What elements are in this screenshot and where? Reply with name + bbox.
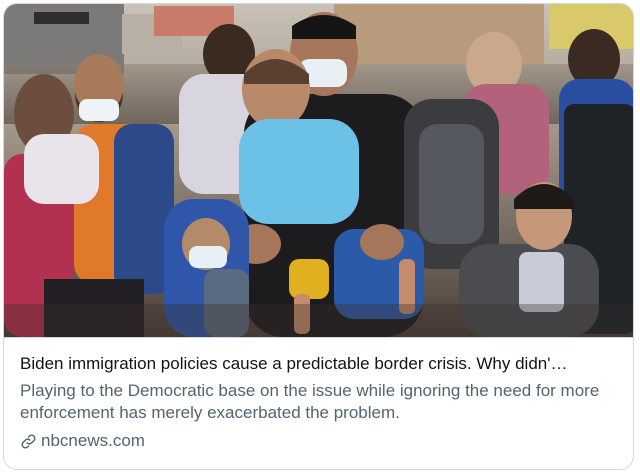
article-photo[interactable] [4, 4, 633, 338]
card-source[interactable]: nbcnews.com [20, 430, 619, 452]
link-preview-card[interactable]: Biden immigration policies cause a predi… [3, 3, 634, 470]
source-domain[interactable]: nbcnews.com [41, 431, 145, 450]
article-photo-image [4, 4, 633, 337]
link-icon [20, 433, 37, 450]
card-description: Playing to the Democratic base on the is… [20, 381, 600, 422]
card-headline[interactable]: Biden immigration policies cause a predi… [20, 354, 568, 373]
card-text-area[interactable]: Biden immigration policies cause a predi… [4, 338, 633, 452]
